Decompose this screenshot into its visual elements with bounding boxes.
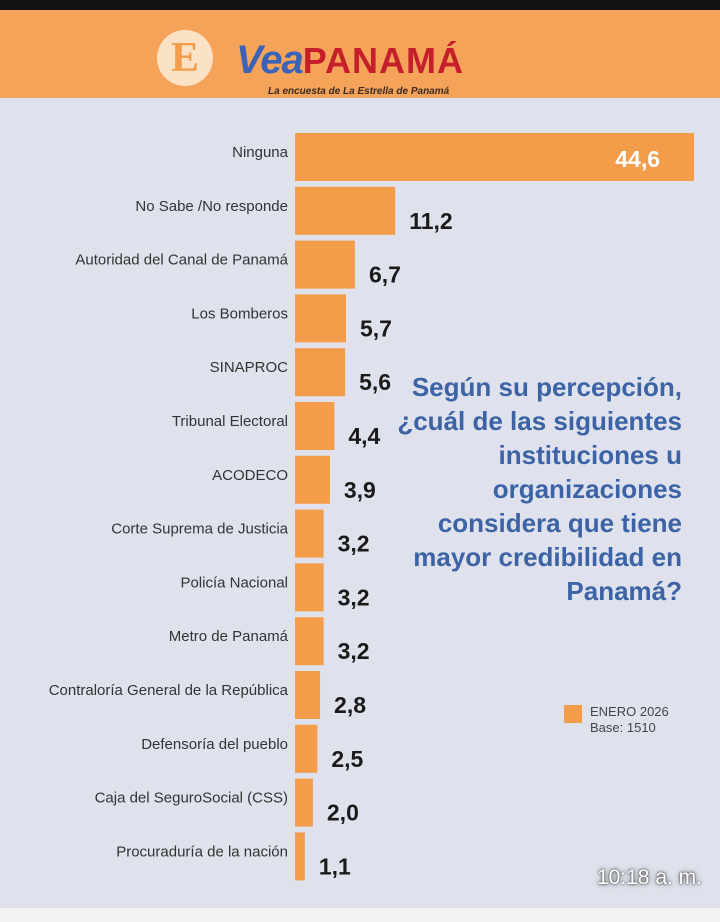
category-label: Caja del SeguroSocial (CSS) [95,790,288,807]
bar [295,186,396,235]
category-label: Tribunal Electoral [172,413,288,430]
value-label: 4,4 [348,423,380,449]
value-label: 3,2 [338,584,370,610]
value-label: 2,0 [327,800,359,826]
bar [295,509,324,558]
bar [295,671,321,719]
bar [295,617,324,666]
bar [295,294,346,343]
legend-label: ENERO 2026 [590,704,669,719]
bar [295,455,330,504]
bar [295,778,313,827]
bar [295,563,324,612]
brand-panama: PANAMÁ [302,40,465,81]
value-label: 3,9 [344,477,376,503]
bar [295,133,694,181]
top-status-strip [0,0,720,10]
value-label: 3,2 [338,638,370,664]
survey-question: Según su percepción, ¿cuál de las siguie… [397,372,682,606]
category-label: Ninguna [232,144,289,161]
category-label: No Sabe /No responde [135,198,288,215]
brand-logo: VeaPANAMÁ [236,38,464,88]
status-time: 10:18 a. m. [596,866,702,889]
bar [295,348,346,397]
bottom-strip [0,908,720,922]
bar [295,240,355,289]
category-label: Metro de Panamá [169,628,289,645]
legend-swatch [564,705,582,723]
category-label: Contraloría General de la República [49,682,289,699]
legend-base: Base: 1510 [590,720,656,735]
category-label: Defensoría del pueblo [141,736,288,753]
legend: ENERO 2026 Base: 1510 [564,704,669,736]
category-label: Autoridad del Canal de Panamá [75,252,288,269]
brand-tagline: La encuesta de La Estrella de Panamá [268,86,450,97]
category-label: ACODECO [212,467,288,484]
value-label: 11,2 [409,208,453,234]
category-label: Procuraduría de la nación [116,843,288,860]
logo-letter: E [170,35,199,81]
brand-vea: Vea [236,38,304,82]
category-label: SINAPROC [210,359,289,376]
value-label: 1,1 [319,853,351,879]
value-label: 3,2 [338,531,370,557]
value-label: 5,7 [360,315,392,341]
category-label: Los Bomberos [191,305,288,322]
value-label: 44,6 [615,146,660,172]
bar [295,724,318,773]
value-label: 5,6 [359,369,391,395]
category-label: Policía Nacional [180,574,288,591]
estrella-logo: E [157,30,213,86]
bar [295,832,305,881]
category-label: Corte Suprema de Justicia [111,521,288,538]
value-label: 2,5 [331,746,363,772]
value-label: 2,8 [334,692,366,718]
header-banner: E VeaPANAMÁ La encuesta de La Estrella d… [0,10,720,98]
bar [295,402,335,450]
value-label: 6,7 [369,262,401,288]
